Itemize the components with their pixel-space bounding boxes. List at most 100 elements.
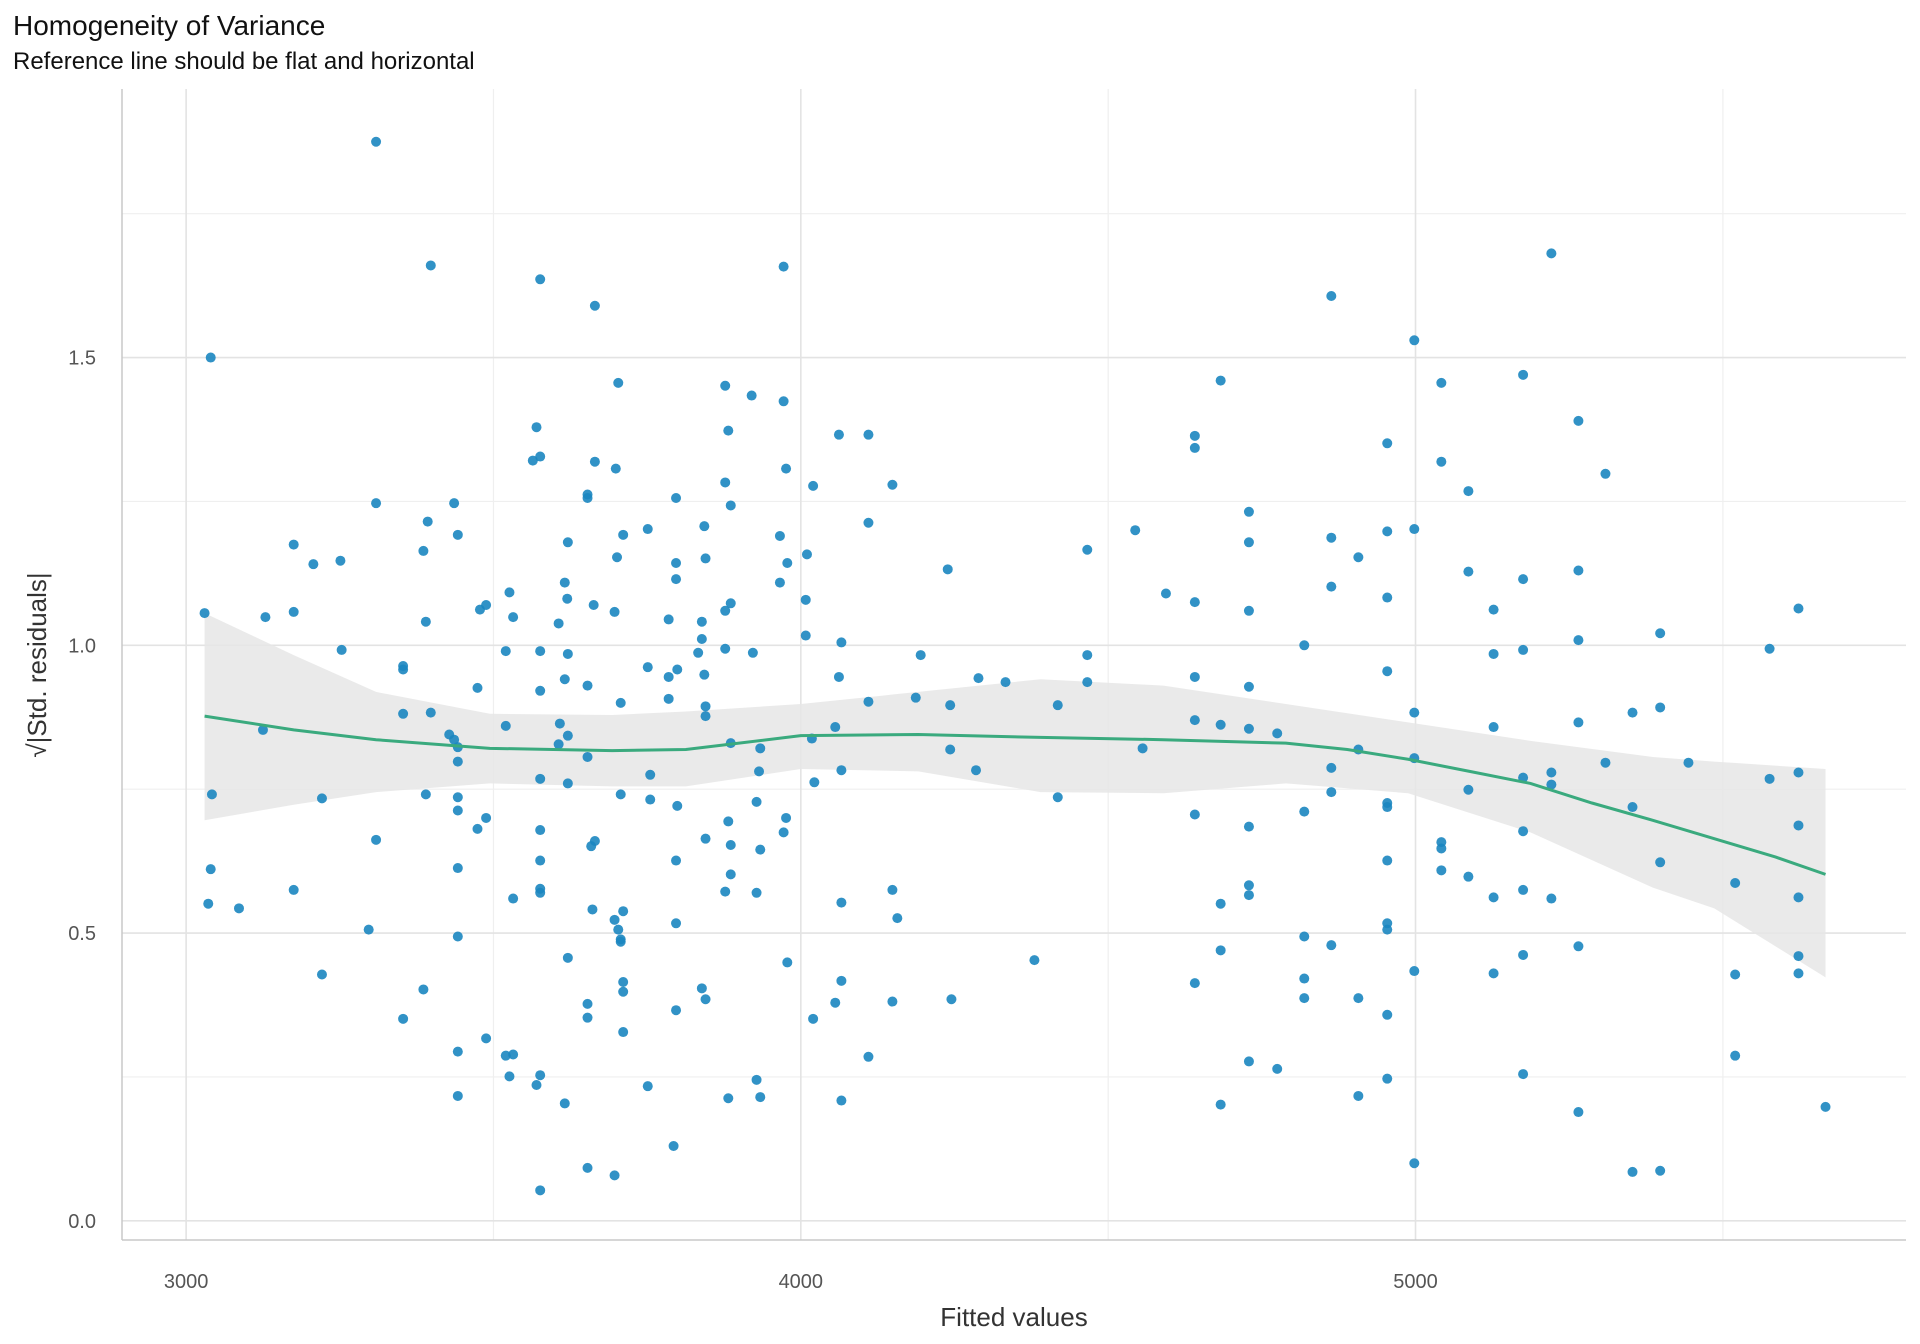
data-point bbox=[1463, 486, 1474, 497]
data-point bbox=[425, 707, 436, 718]
data-point bbox=[1189, 671, 1200, 682]
data-point bbox=[1436, 865, 1447, 876]
data-point bbox=[833, 429, 844, 440]
data-point bbox=[582, 1162, 593, 1173]
data-point bbox=[335, 555, 346, 566]
data-point bbox=[973, 673, 984, 684]
data-point bbox=[672, 800, 683, 811]
data-point bbox=[1683, 757, 1694, 768]
data-point bbox=[610, 463, 621, 474]
data-point bbox=[562, 778, 573, 789]
data-point bbox=[778, 261, 789, 272]
data-point bbox=[618, 906, 629, 917]
data-point bbox=[720, 886, 731, 897]
data-point bbox=[535, 773, 546, 784]
data-point bbox=[1215, 898, 1226, 909]
data-point bbox=[1518, 644, 1529, 655]
data-point bbox=[1082, 677, 1093, 688]
data-point bbox=[1299, 993, 1310, 1004]
data-point bbox=[481, 812, 492, 823]
data-point bbox=[371, 834, 382, 845]
data-point bbox=[535, 887, 546, 898]
data-point bbox=[535, 685, 546, 696]
data-point bbox=[945, 744, 956, 755]
data-point bbox=[615, 697, 626, 708]
data-point bbox=[1488, 604, 1499, 615]
data-point bbox=[1409, 966, 1420, 977]
data-point bbox=[1243, 821, 1254, 832]
data-point bbox=[892, 913, 903, 924]
data-point bbox=[800, 630, 811, 641]
data-point bbox=[1215, 945, 1226, 956]
data-point bbox=[371, 498, 382, 509]
data-point bbox=[700, 833, 711, 844]
data-point bbox=[1409, 524, 1420, 535]
data-point bbox=[535, 1185, 546, 1196]
data-point bbox=[1436, 456, 1447, 467]
data-point bbox=[398, 708, 409, 719]
data-point bbox=[836, 975, 847, 986]
data-point bbox=[1243, 605, 1254, 616]
data-point bbox=[1600, 757, 1611, 768]
data-point bbox=[398, 1013, 409, 1024]
data-point bbox=[535, 646, 546, 657]
data-point bbox=[1655, 702, 1666, 713]
x-tick-label: 4000 bbox=[779, 1271, 824, 1293]
data-point bbox=[1082, 544, 1093, 555]
data-point bbox=[781, 812, 792, 823]
data-point bbox=[1488, 968, 1499, 979]
data-point bbox=[1326, 762, 1337, 773]
data-point bbox=[1029, 955, 1040, 966]
data-point bbox=[609, 914, 620, 925]
data-point bbox=[206, 789, 217, 800]
data-point bbox=[618, 986, 629, 997]
data-point bbox=[1793, 603, 1804, 614]
data-point bbox=[609, 606, 620, 617]
x-tick-label: 5000 bbox=[1393, 1271, 1438, 1293]
data-point bbox=[588, 600, 599, 611]
data-point bbox=[205, 352, 216, 363]
data-point bbox=[531, 422, 542, 433]
data-point bbox=[725, 500, 736, 511]
data-point bbox=[1243, 880, 1254, 891]
data-point bbox=[257, 724, 268, 735]
data-point bbox=[782, 558, 793, 569]
data-point bbox=[833, 671, 844, 682]
data-point bbox=[452, 1046, 463, 1057]
data-point bbox=[288, 606, 299, 617]
data-point bbox=[1272, 728, 1283, 739]
data-point bbox=[535, 451, 546, 462]
data-point bbox=[1764, 643, 1775, 654]
data-point bbox=[371, 136, 382, 147]
data-point bbox=[420, 616, 431, 627]
data-point bbox=[1463, 566, 1474, 577]
data-point bbox=[751, 887, 762, 898]
data-point bbox=[336, 644, 347, 655]
data-point bbox=[618, 976, 629, 987]
data-point bbox=[1189, 430, 1200, 441]
data-point bbox=[1189, 715, 1200, 726]
data-point bbox=[1793, 767, 1804, 778]
data-point bbox=[700, 701, 711, 712]
data-point bbox=[696, 616, 707, 627]
data-point bbox=[863, 429, 874, 440]
data-point bbox=[836, 897, 847, 908]
data-point bbox=[1793, 951, 1804, 962]
data-point bbox=[562, 537, 573, 548]
data-point bbox=[668, 1141, 679, 1152]
data-point bbox=[618, 529, 629, 540]
data-point bbox=[751, 1074, 762, 1085]
data-point bbox=[781, 463, 792, 474]
data-point bbox=[554, 718, 565, 729]
data-point bbox=[562, 730, 573, 741]
data-point bbox=[1573, 941, 1584, 952]
data-point bbox=[1436, 843, 1447, 854]
data-point bbox=[452, 792, 463, 803]
data-point bbox=[723, 425, 734, 436]
data-point bbox=[700, 711, 711, 722]
data-point bbox=[671, 492, 682, 503]
data-point bbox=[288, 539, 299, 550]
data-point bbox=[1546, 248, 1557, 259]
data-point bbox=[1518, 1069, 1529, 1080]
data-point bbox=[671, 558, 682, 569]
